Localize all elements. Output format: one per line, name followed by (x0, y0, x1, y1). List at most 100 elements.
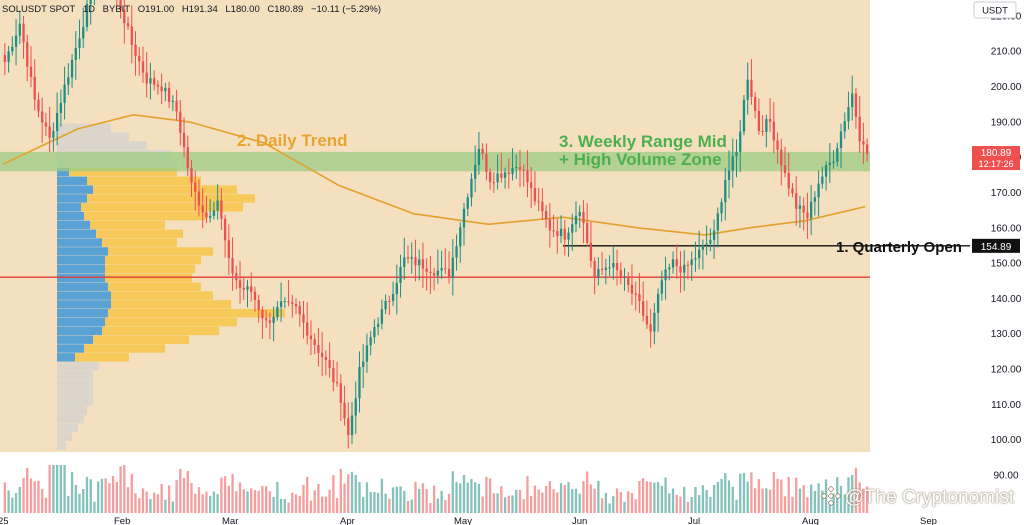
volume-bar (432, 485, 436, 513)
candle-body (209, 215, 212, 218)
volume-bar (190, 483, 193, 513)
candle (739, 120, 742, 172)
candle (727, 150, 731, 199)
candle (720, 198, 723, 222)
volume-bar (739, 473, 742, 513)
annotation-daily-trend: 2. Daily Trend (237, 131, 348, 150)
volume-bar (153, 492, 156, 513)
candle (716, 207, 719, 248)
profile-bar-blue (57, 176, 87, 186)
time-tick-label: Aug (802, 516, 819, 525)
candle-body (29, 66, 33, 77)
volume-bar (772, 472, 775, 513)
profile-bar-blue (57, 291, 111, 300)
volume-bar (851, 475, 854, 513)
candle-body (462, 208, 466, 228)
volume-bar (742, 473, 746, 513)
candle (294, 298, 298, 315)
high-value: H191.34 (181, 4, 218, 15)
candle (85, 0, 89, 32)
candle-body (156, 84, 160, 87)
volume-bar (664, 477, 667, 513)
candle-body (250, 286, 253, 292)
volume-bar (530, 495, 533, 513)
volume-bar (134, 493, 137, 513)
candle-body (503, 172, 507, 178)
bar-countdown-label: 12:17:26 (978, 159, 1013, 169)
volume-bar (660, 485, 663, 513)
candle-body (474, 164, 477, 179)
candle (425, 258, 428, 291)
volume-bar (26, 467, 29, 513)
candle-body (817, 183, 820, 198)
candle-body (623, 276, 626, 278)
volume-bar (175, 480, 178, 513)
volume-bar (365, 482, 369, 513)
volume-bar (839, 485, 843, 513)
profile-bar-yellow (93, 335, 189, 344)
timeframe-label[interactable]: 1D (82, 4, 95, 15)
candle-body (59, 102, 63, 114)
candle (783, 146, 787, 178)
volume-bar (656, 482, 660, 513)
candle (653, 303, 656, 345)
weekly-range-zone (0, 151, 870, 172)
volume-bar (440, 490, 443, 513)
candle (832, 150, 835, 169)
volume-bar (623, 501, 626, 513)
volume-bar (223, 476, 227, 513)
candle (418, 249, 421, 281)
volume-bar (854, 467, 858, 513)
profile-bar-yellow (84, 344, 165, 353)
volume-bar (328, 489, 331, 513)
candle (328, 342, 331, 378)
volume-bar (268, 491, 272, 513)
profile-bar-yellow (87, 194, 255, 203)
candle-body (55, 113, 59, 132)
candle-body (515, 166, 518, 169)
profile-bar-yellow (108, 282, 201, 291)
candle (701, 239, 705, 270)
volume-bar (671, 488, 675, 513)
candle (709, 228, 712, 252)
candle-body (380, 309, 384, 324)
candle (690, 251, 693, 281)
candle (496, 154, 499, 190)
volume-bar (246, 491, 249, 513)
profile-bar-yellow (57, 370, 93, 380)
volume-bar (768, 489, 772, 513)
candle (59, 89, 63, 127)
symbol-label[interactable]: SOLUSDT SPOT (2, 4, 76, 15)
volume-bar (362, 497, 365, 513)
candle (806, 192, 809, 239)
volume-bar (421, 483, 425, 513)
volume-bar (179, 468, 182, 513)
volume-bar (806, 497, 809, 513)
candle (698, 230, 701, 270)
volume-bar (104, 478, 107, 513)
volume-bar (537, 489, 540, 513)
candle (283, 297, 286, 309)
volume-bar (350, 471, 354, 513)
candle (380, 299, 384, 330)
volume-bar (220, 477, 223, 513)
profile-bar-yellow (105, 317, 237, 327)
volume-bar (698, 495, 701, 513)
volume-bar (720, 478, 723, 513)
volume-bar (600, 498, 604, 513)
volume-bar (791, 496, 794, 513)
volume-bar (298, 495, 301, 513)
volume-bar (231, 473, 234, 513)
currency-label: USDT (982, 6, 1008, 17)
candle-body (634, 293, 637, 295)
candle-body (238, 280, 242, 288)
volume-bar (171, 501, 174, 513)
candle-body (153, 78, 156, 85)
candle-body (309, 335, 313, 340)
candle (776, 132, 779, 164)
candle (354, 381, 357, 434)
candle-body (642, 301, 645, 316)
candle (507, 158, 510, 189)
candle-body (272, 316, 275, 323)
